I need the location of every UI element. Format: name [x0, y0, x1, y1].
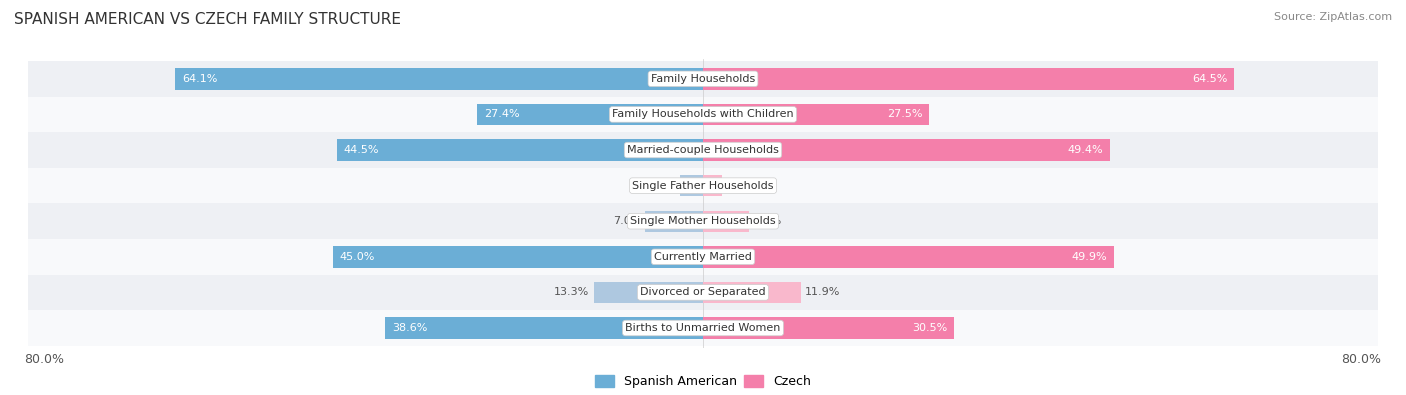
Bar — [20, 310, 1386, 346]
Bar — [176, 68, 703, 90]
Bar — [478, 104, 703, 125]
Bar — [20, 275, 1386, 310]
Bar — [337, 139, 703, 161]
Bar — [20, 239, 1386, 275]
Text: 49.9%: 49.9% — [1071, 252, 1107, 262]
Bar — [20, 97, 1386, 132]
Bar — [20, 132, 1386, 168]
Text: 13.3%: 13.3% — [554, 288, 589, 297]
Bar — [20, 61, 1386, 97]
Text: 64.1%: 64.1% — [181, 74, 218, 84]
Text: 7.0%: 7.0% — [613, 216, 641, 226]
Text: 45.0%: 45.0% — [339, 252, 374, 262]
Bar — [645, 211, 703, 232]
Text: 38.6%: 38.6% — [392, 323, 427, 333]
Text: 2.3%: 2.3% — [725, 181, 755, 191]
Text: 30.5%: 30.5% — [912, 323, 948, 333]
Bar — [703, 139, 1109, 161]
Text: 27.5%: 27.5% — [887, 109, 922, 119]
Bar — [20, 203, 1386, 239]
Bar — [681, 175, 703, 196]
Text: Family Households with Children: Family Households with Children — [612, 109, 794, 119]
Text: Married-couple Households: Married-couple Households — [627, 145, 779, 155]
Text: 27.4%: 27.4% — [484, 109, 520, 119]
Text: Births to Unmarried Women: Births to Unmarried Women — [626, 323, 780, 333]
Text: Single Mother Households: Single Mother Households — [630, 216, 776, 226]
Bar — [593, 282, 703, 303]
Text: Family Households: Family Households — [651, 74, 755, 84]
Text: 11.9%: 11.9% — [806, 288, 841, 297]
Text: 44.5%: 44.5% — [343, 145, 378, 155]
Bar — [385, 317, 703, 339]
Bar — [703, 317, 955, 339]
Bar — [333, 246, 703, 267]
Bar — [703, 104, 929, 125]
Text: SPANISH AMERICAN VS CZECH FAMILY STRUCTURE: SPANISH AMERICAN VS CZECH FAMILY STRUCTU… — [14, 12, 401, 27]
Text: 64.5%: 64.5% — [1192, 74, 1227, 84]
Bar — [703, 246, 1114, 267]
Text: 5.6%: 5.6% — [754, 216, 782, 226]
Text: 2.8%: 2.8% — [647, 181, 676, 191]
Text: 49.4%: 49.4% — [1067, 145, 1102, 155]
Bar — [20, 168, 1386, 203]
Text: Currently Married: Currently Married — [654, 252, 752, 262]
Bar — [703, 211, 749, 232]
Text: Source: ZipAtlas.com: Source: ZipAtlas.com — [1274, 12, 1392, 22]
Bar — [703, 282, 801, 303]
Bar — [703, 68, 1234, 90]
Text: Divorced or Separated: Divorced or Separated — [640, 288, 766, 297]
Bar — [703, 175, 721, 196]
Legend: Spanish American, Czech: Spanish American, Czech — [591, 370, 815, 393]
Text: Single Father Households: Single Father Households — [633, 181, 773, 191]
